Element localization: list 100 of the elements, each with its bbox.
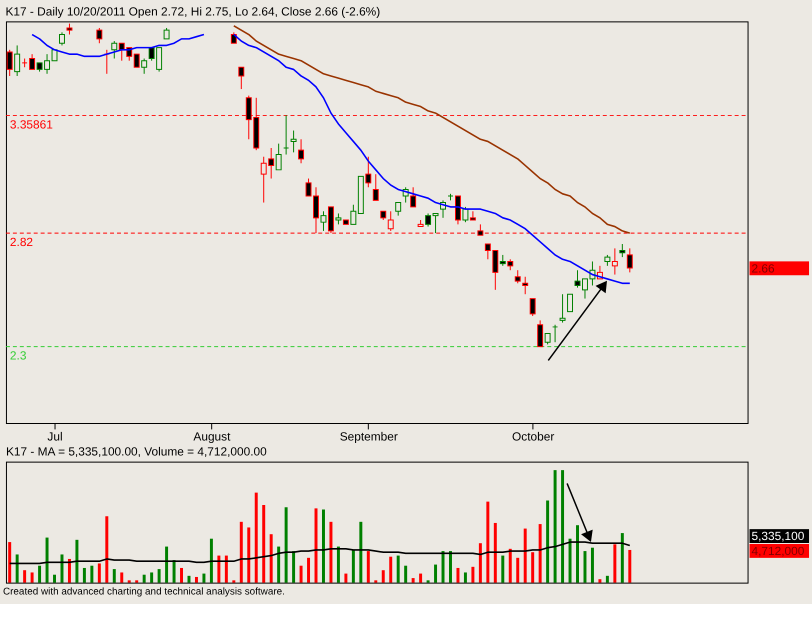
bar (53, 574, 56, 583)
bar (590, 548, 594, 583)
bar (606, 576, 609, 583)
bar (8, 542, 12, 583)
bar (486, 502, 490, 583)
bar (554, 470, 557, 583)
bar (620, 533, 624, 583)
bar (46, 538, 49, 583)
bar (478, 543, 482, 583)
bar (30, 572, 34, 583)
candlestick (164, 27, 170, 40)
bar (359, 522, 362, 583)
candlestick (96, 27, 102, 44)
candlestick (238, 66, 244, 90)
bar (68, 558, 71, 583)
x-tick-label: Jul (47, 429, 63, 444)
bar (314, 508, 318, 583)
chart-title: K17 - Daily 10/20/2011 Open 2.72, Hi 2.75, Lo 2.64, Close 2.66 (-2.6%) (5, 4, 380, 18)
ref-line-label: 2.82 (10, 234, 34, 249)
bar (60, 554, 64, 583)
bar (112, 569, 116, 583)
bar (188, 576, 190, 583)
bar (284, 507, 288, 583)
bar (404, 566, 408, 583)
bar (75, 540, 78, 583)
bar (158, 569, 161, 583)
x-tick-label: September (340, 429, 398, 444)
bar (172, 560, 176, 583)
bar (561, 470, 564, 583)
bar (501, 556, 504, 583)
candlestick (14, 44, 20, 76)
bar (366, 551, 370, 583)
candlestick (395, 202, 402, 216)
candlestick (276, 143, 282, 170)
bar (194, 576, 198, 583)
candlestick (298, 138, 304, 164)
bar (598, 579, 602, 583)
bar (105, 516, 108, 583)
candlestick (283, 114, 290, 156)
bar (247, 527, 250, 583)
bar (568, 538, 572, 583)
bar (389, 556, 392, 583)
bar (23, 570, 26, 583)
bar (546, 500, 550, 583)
candlestick (372, 174, 379, 201)
bar (217, 556, 220, 583)
bar (344, 574, 348, 583)
bar (38, 566, 42, 583)
bar (613, 544, 616, 583)
bar (150, 572, 154, 583)
bar (516, 558, 520, 583)
bar (142, 574, 146, 583)
candlestick (522, 276, 528, 295)
candlestick (567, 294, 574, 312)
bar (538, 524, 542, 583)
candlestick (59, 32, 65, 46)
text: 2.66 (752, 261, 776, 276)
bar (531, 552, 534, 583)
chart-title: K17 - MA = 5,335,100.00, Volume = 4,712,000.00 (6, 444, 268, 459)
bar (240, 522, 243, 583)
bar (419, 574, 422, 583)
bar (396, 556, 400, 583)
candlestick (514, 270, 521, 284)
bar (292, 551, 296, 583)
bar (464, 572, 467, 583)
x-tick-label: October (512, 429, 554, 444)
bar (307, 558, 310, 583)
bar (471, 566, 474, 583)
bar (224, 556, 228, 583)
bar (449, 551, 452, 583)
bar (98, 563, 101, 583)
x-tick-label: August (193, 429, 232, 444)
candlestick (410, 186, 416, 208)
bar (336, 546, 340, 583)
candlestick (141, 58, 148, 74)
candlestick (462, 206, 468, 223)
candlestick (619, 244, 626, 258)
text: 5,335,100 (752, 528, 805, 543)
bar (165, 546, 168, 583)
bar (576, 525, 579, 583)
candlestick (552, 324, 558, 343)
bar (322, 509, 325, 583)
ref-line-label: 3.35861 (10, 117, 54, 132)
bar (456, 568, 460, 583)
bar (329, 522, 332, 583)
candlestick (530, 298, 536, 317)
candlestick (544, 332, 551, 345)
bar (628, 550, 632, 583)
bar (277, 546, 280, 583)
bar (412, 578, 415, 583)
text: Created with advanced charting and technical analysis software. (2, 586, 285, 598)
bar (494, 522, 497, 583)
ref-line-label: 2.3 (10, 348, 27, 362)
bar (90, 566, 94, 583)
bar (210, 538, 213, 583)
bar (180, 568, 184, 583)
bar (352, 550, 355, 583)
candlestick (626, 248, 633, 273)
candlestick (320, 210, 326, 232)
candlestick (560, 294, 566, 324)
